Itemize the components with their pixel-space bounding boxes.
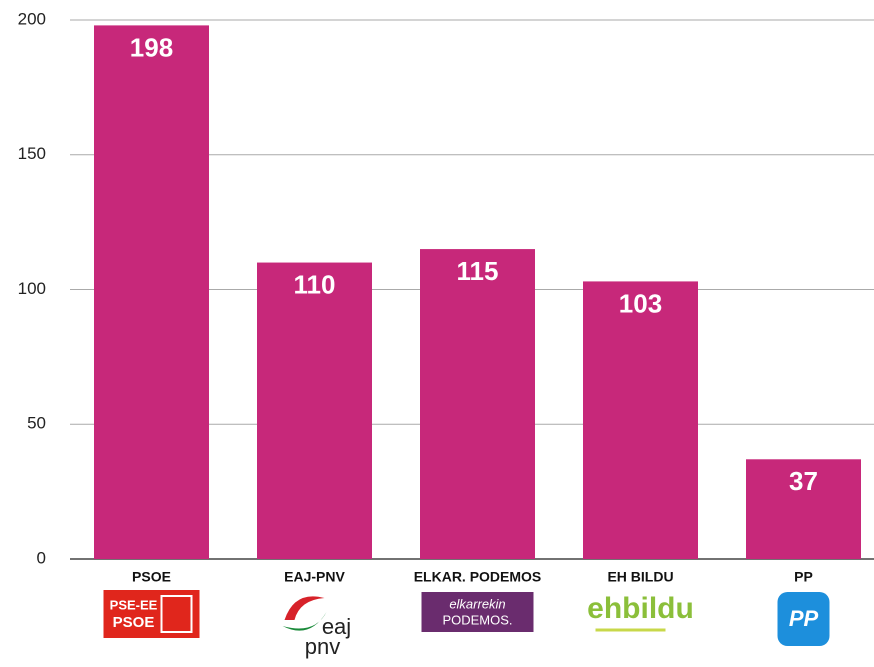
y-tick-label: 200 <box>18 9 46 28</box>
logo-text: pnv <box>305 634 340 659</box>
y-tick-label: 0 <box>37 548 46 567</box>
logo-text: ehbildu <box>587 592 694 625</box>
y-tick-label: 50 <box>27 414 46 433</box>
x-tick-label: EAJ-PNV <box>284 569 345 585</box>
logo-box <box>421 592 534 632</box>
value-label: 103 <box>619 288 662 318</box>
x-tick-label: EH BILDU <box>607 569 673 585</box>
logo-box <box>777 592 830 646</box>
x-tick-label: PSOE <box>132 569 171 585</box>
logo-box <box>103 590 200 638</box>
value-label: 198 <box>130 32 173 62</box>
y-tick-label: 100 <box>18 279 46 298</box>
logo-text: eaj <box>322 614 351 639</box>
logo-text: PSE-EE <box>110 597 158 612</box>
bar <box>94 25 209 559</box>
value-label: 110 <box>294 269 336 299</box>
x-tick-label: PP <box>794 569 813 585</box>
value-label: 37 <box>789 466 818 496</box>
logo-swoosh <box>284 596 325 620</box>
bar <box>420 249 535 559</box>
bar <box>746 459 861 559</box>
x-tick-label: ELKAR. PODEMOS <box>414 569 542 585</box>
logo-text: PP <box>789 606 819 631</box>
logo-text: PSOE <box>113 614 155 631</box>
y-tick-label: 150 <box>18 144 46 163</box>
logo-text: elkarrekin <box>449 596 505 611</box>
bar <box>257 262 372 559</box>
logo-text: PODEMOS. <box>442 612 512 627</box>
logo-rose <box>160 595 193 633</box>
value-label: 115 <box>457 256 499 286</box>
bar <box>583 281 698 559</box>
